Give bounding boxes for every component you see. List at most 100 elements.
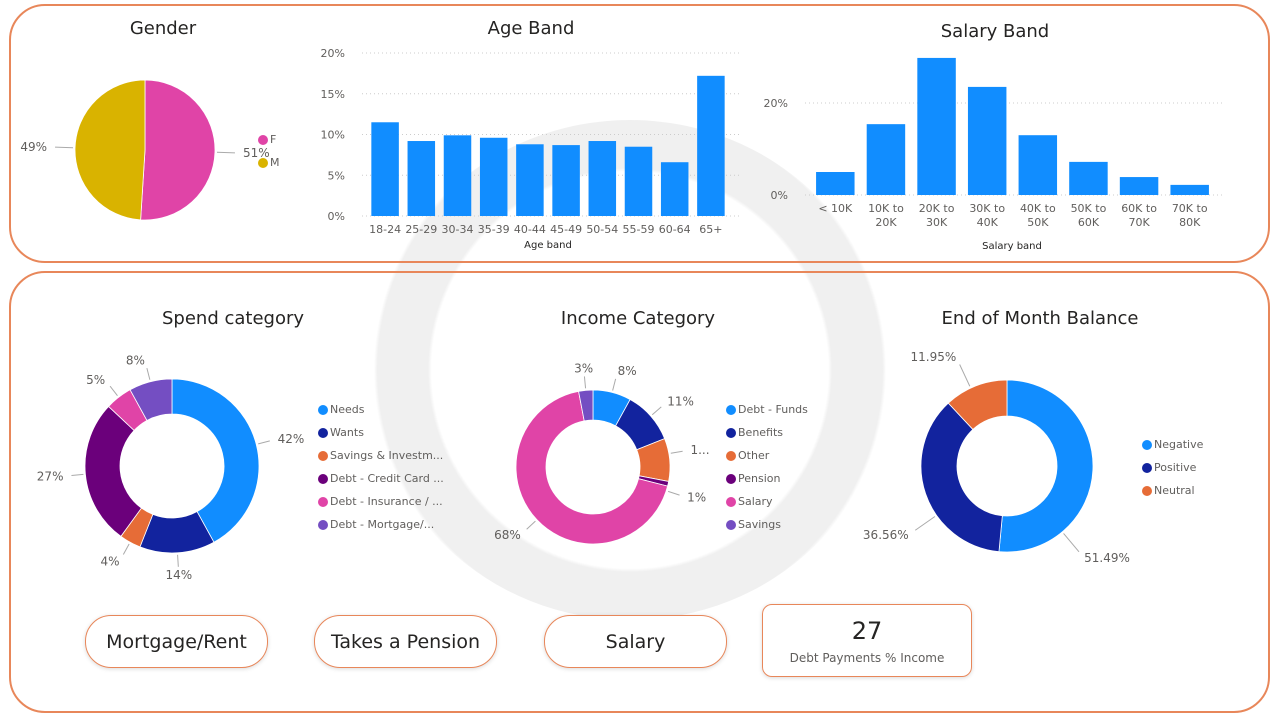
- mortgage-rent-button[interactable]: Mortgage/Rent: [85, 615, 268, 668]
- spend-slice-5: [129, 378, 173, 421]
- age-bar-7: [624, 146, 653, 216]
- age-bar-0: [371, 122, 399, 216]
- gender-legend-item[interactable]: M: [258, 151, 280, 174]
- age-x-tick: 50-54: [586, 223, 618, 236]
- legend-label: Salary: [738, 495, 773, 508]
- salary-x-tick: 40K: [977, 216, 999, 229]
- income-legend-item[interactable]: Salary: [726, 490, 808, 513]
- spend-data-label-2: 4%: [100, 555, 119, 569]
- salary-bar-5: [1069, 161, 1108, 195]
- finances-panel: [9, 271, 1270, 713]
- spend-legend-item[interactable]: Wants: [318, 421, 444, 444]
- legend-dot-icon: [726, 496, 736, 507]
- income-leader-5: [583, 376, 587, 389]
- card-caption: Debt Payments % Income: [789, 651, 945, 665]
- spend-legend-item[interactable]: Savings & Investm...: [318, 444, 444, 467]
- eom-leader-2: [959, 364, 971, 387]
- legend-dot-icon: [318, 450, 328, 461]
- salary-y-tick: 0%: [771, 189, 788, 202]
- spend-slice-0: [171, 378, 260, 543]
- salary-x-tick: < 10K: [818, 202, 853, 215]
- legend-dot-icon: [318, 427, 328, 438]
- spend-leader-0: [258, 440, 270, 445]
- eom-legend-item[interactable]: Neutral: [1142, 479, 1203, 502]
- age-title: Age Band: [487, 18, 575, 39]
- spend-leader-2: [122, 543, 130, 555]
- spend-legend: Needs Wants Savings & Investm... Debt - Cre…: [318, 398, 444, 536]
- legend-label: Savings & Investm...: [330, 449, 444, 462]
- legend-dot-icon: [726, 473, 736, 484]
- salary-x-axis-title: Salary band: [982, 241, 1042, 252]
- legend-label: Benefits: [738, 426, 784, 439]
- eom-legend-item[interactable]: Negative: [1142, 433, 1203, 456]
- legend-dot-icon: [1142, 462, 1152, 473]
- gender-data-label-1: 49%: [20, 140, 47, 154]
- age-x-tick: 30-34: [442, 223, 474, 236]
- legend-label: Neutral: [1154, 484, 1195, 497]
- income-data-label-3: 1%: [687, 491, 706, 505]
- spend-legend-item[interactable]: Needs: [318, 398, 444, 421]
- salary-button[interactable]: Salary: [544, 615, 727, 668]
- legend-label: M: [270, 156, 280, 169]
- age-bar-6: [588, 141, 617, 216]
- spend-leader-5: [146, 368, 151, 380]
- salary-x-tick: 30K: [926, 216, 948, 229]
- gender-slice-0: [140, 79, 216, 221]
- legend-dot-icon: [318, 404, 328, 415]
- spend-data-label-0: 42%: [278, 432, 305, 446]
- salary-x-tick: 20K: [875, 216, 897, 229]
- spend-legend-item[interactable]: Debt - Insurance / ...: [318, 490, 444, 513]
- salary-bar-4: [1018, 135, 1058, 195]
- legend-label: Needs: [330, 403, 365, 416]
- income-legend-item[interactable]: Benefits: [726, 421, 808, 444]
- salary-x-tick: 40K to: [1020, 202, 1056, 215]
- age-y-tick: 0%: [328, 210, 345, 223]
- age-bar-4: [516, 144, 544, 216]
- spend-legend-item[interactable]: Debt - Mortgage/...: [318, 513, 444, 536]
- legend-dot-icon: [726, 450, 736, 461]
- income-legend-item[interactable]: Other: [726, 444, 808, 467]
- legend-label: Debt - Insurance / ...: [330, 495, 443, 508]
- legend-dot-icon: [318, 473, 328, 484]
- spend-legend-item[interactable]: Debt - Credit Card ...: [318, 467, 444, 490]
- spend-leader-1: [177, 554, 179, 567]
- legend-label: Positive: [1154, 461, 1197, 474]
- income-legend: Debt - Funds Benefits Other Pension Salary Sa…: [726, 398, 808, 536]
- eom-legend: Negative Positive Neutral: [1142, 433, 1203, 502]
- income-legend-item[interactable]: Debt - Funds: [726, 398, 808, 421]
- income-legend-item[interactable]: Savings: [726, 513, 808, 536]
- salary-title: Salary Band: [940, 21, 1050, 42]
- age-bar-9: [697, 75, 725, 216]
- legend-dot-icon: [258, 157, 268, 168]
- salary-x-tick: 30K to: [969, 202, 1005, 215]
- salary-x-tick: 60K: [1078, 216, 1100, 229]
- legend-label: Debt - Credit Card ...: [330, 472, 444, 485]
- demographics-panel: [9, 4, 1270, 263]
- age-x-tick: 35-39: [478, 223, 510, 236]
- eom-legend-item[interactable]: Positive: [1142, 456, 1203, 479]
- age-x-tick: 40-44: [514, 223, 546, 236]
- legend-label: F: [270, 133, 277, 146]
- salary-bar-2: [917, 57, 956, 195]
- salary-bar-0: [816, 172, 855, 195]
- income-legend-item[interactable]: Pension: [726, 467, 808, 490]
- spend-data-label-1: 14%: [166, 568, 193, 582]
- gender-slice-1: [74, 79, 146, 221]
- legend-dot-icon: [318, 496, 328, 507]
- legend-label: Negative: [1154, 438, 1204, 451]
- salary-x-tick: 60K to: [1121, 202, 1157, 215]
- income-data-label-4: 68%: [494, 528, 521, 542]
- age-x-axis-title: Age band: [524, 240, 572, 251]
- takes-pension-button[interactable]: Takes a Pension: [314, 615, 497, 668]
- age-y-tick: 15%: [321, 88, 345, 101]
- eom-title: End of Month Balance: [941, 308, 1139, 329]
- gender-legend-item[interactable]: F: [258, 128, 280, 151]
- eom-slice-2: [947, 379, 1008, 431]
- income-leader-0: [612, 378, 617, 391]
- salary-x-tick: 20K to: [919, 202, 955, 215]
- age-y-tick: 20%: [321, 47, 345, 60]
- age-x-tick: 18-24: [369, 223, 401, 236]
- eom-leader-0: [1063, 533, 1080, 553]
- gender-title: Gender: [129, 18, 197, 39]
